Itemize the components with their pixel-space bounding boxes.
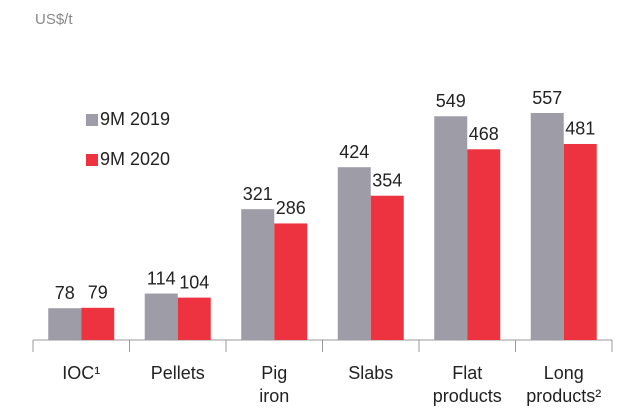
unit-label: US$/t — [35, 11, 73, 28]
bar — [274, 223, 308, 340]
x-tick-label: IOC¹ — [62, 363, 100, 383]
bar — [434, 116, 468, 341]
x-tick-label: Pellets — [151, 363, 205, 383]
data-label: 79 — [88, 283, 108, 303]
bar — [370, 195, 404, 340]
data-label: 354 — [372, 170, 402, 190]
x-tick-label: Pig iron — [259, 363, 289, 406]
bar — [48, 308, 82, 340]
legend-label: 9M 2019 — [100, 109, 170, 129]
x-tick-label: Slabs — [348, 363, 393, 383]
bar — [144, 293, 178, 340]
bar — [467, 149, 501, 340]
bar — [563, 143, 597, 340]
data-label: 321 — [243, 184, 273, 204]
data-label: 114 — [147, 268, 176, 288]
data-label: 286 — [276, 198, 306, 218]
legend-label: 9M 2020 — [100, 149, 170, 169]
data-label: 549 — [436, 91, 466, 111]
bar — [177, 297, 211, 340]
data-label: 468 — [469, 124, 499, 144]
bar — [337, 167, 371, 340]
legend-swatch — [86, 114, 98, 126]
data-label: 481 — [565, 119, 595, 139]
x-tick-label: Long products² — [526, 363, 601, 406]
data-label: 424 — [339, 142, 369, 162]
bar — [530, 113, 564, 340]
data-label: 78 — [55, 283, 75, 303]
x-tick-label: Flat products — [433, 363, 502, 406]
data-label: 557 — [532, 88, 562, 108]
legend-swatch — [86, 154, 98, 166]
bar — [241, 209, 275, 340]
data-label: 104 — [179, 272, 209, 292]
bar — [81, 307, 115, 340]
